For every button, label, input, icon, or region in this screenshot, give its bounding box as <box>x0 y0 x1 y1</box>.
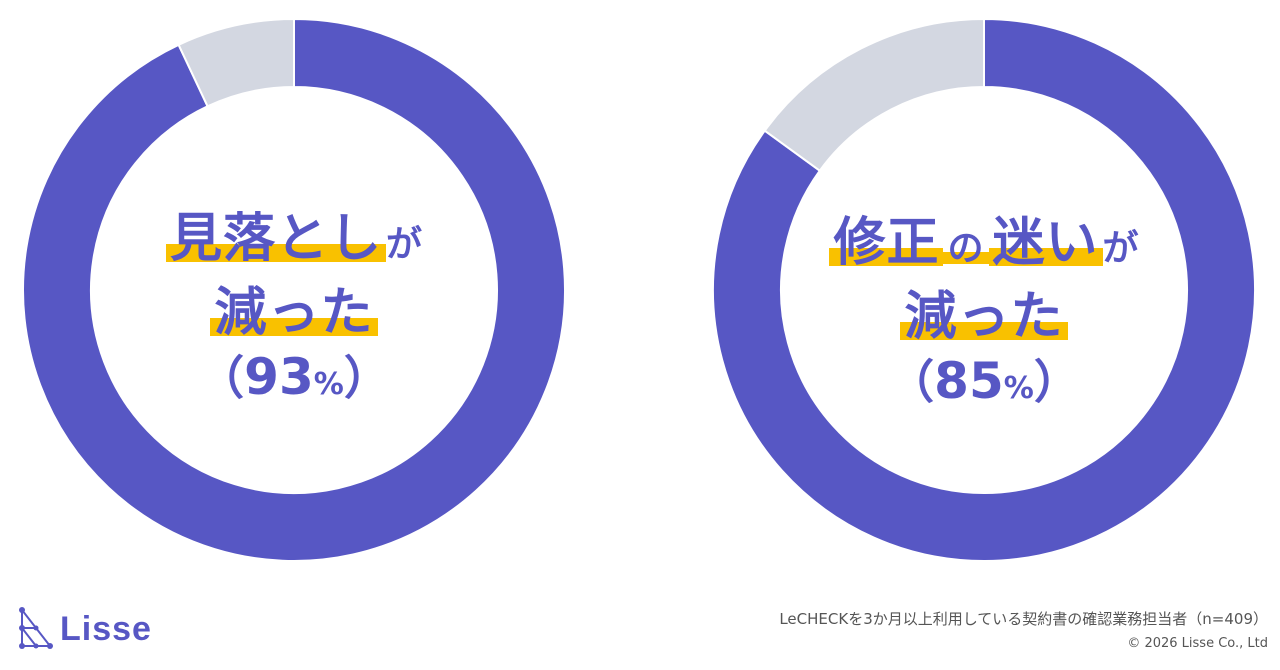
donut-chart-correction <box>712 17 1256 562</box>
donut-label-oversight: 見落としが 減った （93%） <box>94 196 494 426</box>
pct-unit: % <box>1003 371 1034 406</box>
pct-value: 93 <box>244 348 314 406</box>
donut-slice-remainder <box>177 17 295 108</box>
donut-label-correction: 修正の迷いが 減った （85%） <box>784 200 1184 430</box>
label-highlight-hesitation: 迷い <box>988 213 1103 273</box>
copyright-text: © 2026 Lisse Co., Ltd <box>1127 636 1268 651</box>
donut-slice-remainder <box>763 17 985 173</box>
pct-value: 85 <box>934 352 1004 410</box>
label-highlight-oversight: 見落とし <box>165 209 386 269</box>
survey-footnote: LeCHECKを3か月以上利用している契約書の確認業務担当者（n=409） <box>779 610 1268 628</box>
label-particle-ga: が <box>1102 228 1139 269</box>
label-particle-ga: が <box>386 224 423 265</box>
pct-open-paren: （ <box>888 355 935 409</box>
donut-slice-main <box>22 17 566 562</box>
pct-close-paren: ） <box>343 351 390 405</box>
pct-open-paren: （ <box>198 351 245 405</box>
label-highlight-decreased: 減った <box>900 287 1068 347</box>
label-particle-no: の <box>943 228 989 269</box>
lisse-logo-icon <box>19 607 53 649</box>
pct-close-paren: ） <box>1033 355 1080 409</box>
logo-text: Lisse <box>60 609 152 648</box>
pct-unit: % <box>313 367 344 402</box>
label-highlight-decreased: 減った <box>210 283 378 343</box>
donut-chart-oversight <box>22 17 566 562</box>
label-highlight-correction: 修正 <box>829 213 944 273</box>
donut-slice-main <box>712 17 1256 562</box>
lisse-logo: Lisse <box>14 604 152 654</box>
